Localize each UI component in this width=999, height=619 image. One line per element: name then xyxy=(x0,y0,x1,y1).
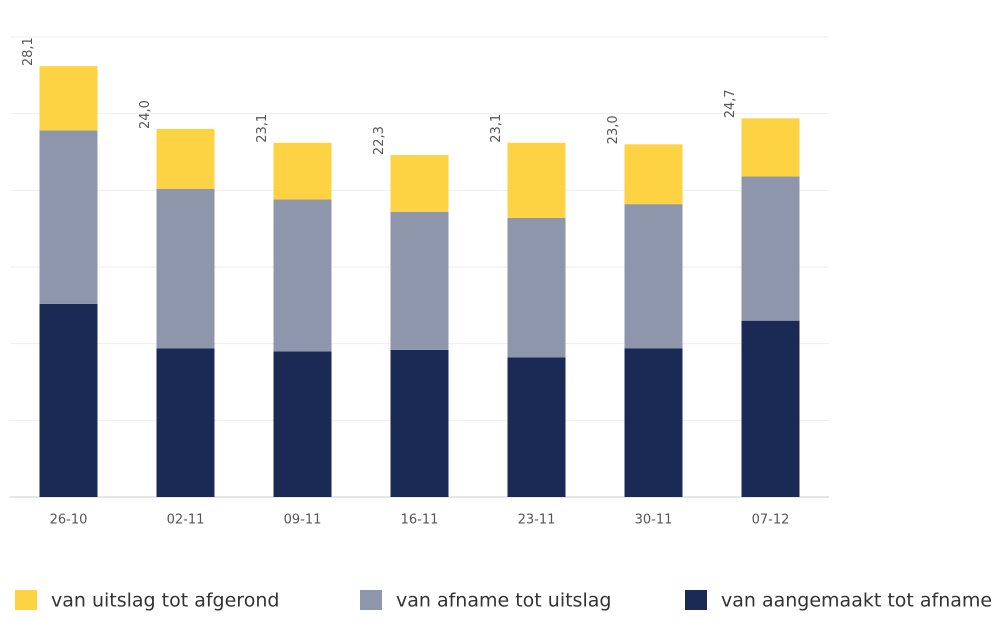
x-tick-label: 30-11 xyxy=(635,513,673,528)
bar-segment xyxy=(390,349,449,497)
bar-segment xyxy=(507,357,566,497)
bar-segment xyxy=(741,118,800,177)
legend-swatch xyxy=(15,590,37,610)
bar-segment xyxy=(273,142,332,200)
x-tick-label: 16-11 xyxy=(401,513,439,528)
legend-label: van afname tot uitslag xyxy=(396,590,611,612)
bar-segment xyxy=(39,66,98,131)
legend-label: van uitslag tot afgerond xyxy=(51,590,279,612)
bar-segment xyxy=(156,188,215,349)
bar-segment xyxy=(156,129,215,189)
total-label: 22,3 xyxy=(372,126,387,155)
bar-segment xyxy=(741,176,800,321)
legend-label: van aangemaakt tot afname xyxy=(721,590,992,612)
legend-swatch xyxy=(360,590,382,610)
bar-segment xyxy=(507,217,566,358)
x-tick-label: 07-12 xyxy=(752,513,790,528)
bar-segment xyxy=(624,144,683,205)
bar-segment xyxy=(741,320,800,497)
bar-segment xyxy=(390,155,449,212)
total-label: 24,0 xyxy=(138,100,153,129)
total-label: 24,7 xyxy=(723,89,738,118)
bar-segment xyxy=(624,348,683,497)
bar-segment xyxy=(156,348,215,497)
x-tick-label: 26-10 xyxy=(50,513,88,528)
bar-segment xyxy=(507,142,566,218)
total-label: 23,1 xyxy=(489,114,504,143)
bar-segment xyxy=(39,303,98,497)
total-label: 28,1 xyxy=(21,37,36,66)
legend-swatch xyxy=(685,590,707,610)
x-tick-label: 23-11 xyxy=(518,513,556,528)
bar-segment xyxy=(624,204,683,349)
bar-segment xyxy=(39,130,98,304)
x-tick-label: 09-11 xyxy=(284,513,322,528)
total-label: 23,0 xyxy=(606,115,621,144)
bar-segment xyxy=(273,199,332,352)
bar-segment xyxy=(273,351,332,497)
bar-segment xyxy=(390,211,449,350)
total-label: 23,1 xyxy=(255,114,270,143)
x-tick-label: 02-11 xyxy=(167,513,205,528)
